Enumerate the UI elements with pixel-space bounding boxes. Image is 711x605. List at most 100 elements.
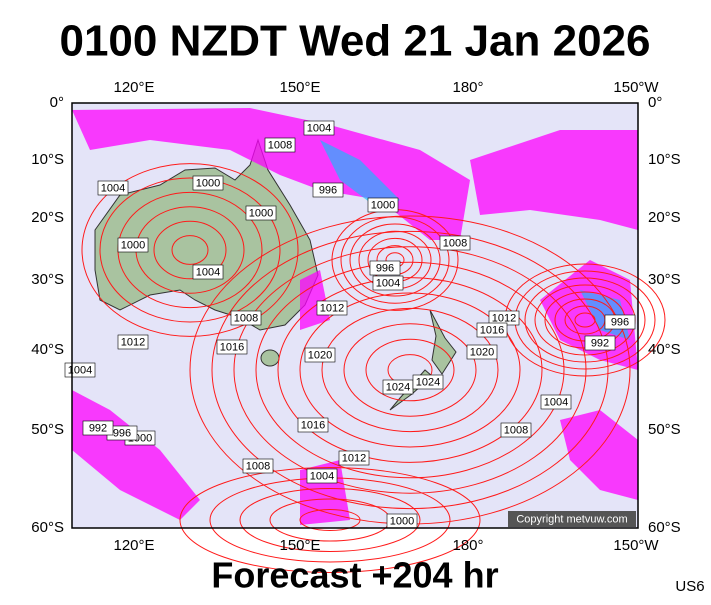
isobar-label-box (230, 310, 262, 326)
isobar-label: 1008 (268, 139, 292, 151)
isobar-label-box (367, 197, 399, 213)
copyright-box (508, 511, 636, 527)
lon-label-top: 180° (452, 79, 483, 96)
lat-label-right: 50°S (648, 421, 681, 438)
lat-label-right: 30°S (648, 271, 681, 288)
isobar (343, 323, 477, 417)
isobar-label: 1020 (308, 349, 332, 361)
lat-label-left: 0° (50, 94, 64, 111)
isobar-label: 996 (611, 316, 629, 328)
isobar-label: 1016 (480, 324, 504, 336)
copyright: Copyright metvuw.com (516, 513, 627, 525)
isobar (239, 488, 421, 552)
isobar-label: 1016 (220, 341, 244, 353)
isobar-label-box (540, 394, 572, 410)
isobar-label-box (338, 450, 370, 466)
isobar-label: 1016 (301, 419, 325, 431)
tasmania (260, 349, 280, 367)
isobar-label: 1004 (307, 122, 331, 134)
isobar (99, 177, 281, 323)
isobar-labels: 1004 1008 996 1000 1004 1000 1000 1000 1004 1008 1… (64, 120, 636, 529)
isobar-label-box (412, 374, 444, 390)
isobar (233, 246, 587, 494)
isobar (299, 292, 521, 448)
isobar (574, 312, 596, 328)
isobar-label-box (316, 300, 348, 316)
isobar-label: 996 (376, 262, 394, 274)
isobar-label-box (97, 180, 129, 196)
lon-label-bottom: 150°W (613, 537, 659, 554)
isobar (299, 509, 361, 531)
map-code: US6 (675, 578, 704, 595)
lat-label-right: 20°S (648, 209, 681, 226)
isobar-label: 1020 (470, 346, 494, 358)
isobar (365, 338, 455, 402)
lon-label-top: 120°E (113, 79, 154, 96)
isobar-label-box (297, 417, 329, 433)
isobar-label-box (245, 205, 277, 221)
isobar-label: 1004 (310, 470, 334, 482)
lat-label-left: 40°S (31, 341, 64, 358)
lat-label-right: 60°S (648, 519, 681, 536)
isobar-label-box (439, 235, 471, 251)
isobar (179, 467, 481, 573)
rain-area (470, 130, 638, 230)
lon-label-top: 150°W (613, 79, 659, 96)
isobar-label: 1000 (249, 207, 273, 219)
isobar-label: 1008 (234, 312, 258, 324)
isobar-label: 992 (89, 422, 107, 434)
isobar-label: 1008 (443, 237, 467, 249)
isobar (524, 277, 646, 363)
isobar-label-box (466, 344, 498, 360)
lat-label-left: 20°S (31, 209, 64, 226)
isobar-label: 1004 (544, 396, 568, 408)
isobar-label-box (476, 322, 508, 338)
isobar-label-box (216, 339, 248, 355)
map: 1004 1008 996 1000 1004 1000 1000 1000 1004 1008 1… (64, 102, 666, 573)
lat-label-left: 50°S (31, 421, 64, 438)
isobar-label-box (306, 468, 338, 484)
isobar (349, 223, 441, 297)
isobar-label: 1024 (416, 376, 440, 388)
isobar-label-box (303, 120, 335, 136)
isobar-label: 996 (319, 184, 337, 196)
lon-label-bottom: 180° (452, 537, 483, 554)
lon-label-bottom: 120°E (113, 537, 154, 554)
isobar (340, 216, 450, 304)
isobar-label-box (264, 137, 296, 153)
lat-label-right: 40°S (648, 341, 681, 358)
lon-label-top: 150°E (279, 79, 320, 96)
isobar-label: 1012 (492, 312, 516, 324)
isobar (171, 235, 209, 265)
isobar-label-box (117, 334, 149, 350)
heavy-rain-area (320, 140, 400, 210)
isobar-label: 1024 (386, 381, 410, 393)
isobar-label-box (117, 237, 149, 253)
isobar-label: 1012 (342, 452, 366, 464)
isobar-label: 1000 (371, 199, 395, 211)
isobar-label: 1000 (390, 515, 414, 527)
isobar-label-box (192, 175, 224, 191)
lat-label-left: 30°S (31, 271, 64, 288)
isobar-label: 1008 (246, 460, 270, 472)
isobar-label: 1004 (101, 182, 125, 194)
subtitle: Forecast +204 hr (211, 555, 498, 596)
isobar-label: 992 (591, 337, 609, 349)
nz-north-island (429, 309, 457, 375)
isobar-label: 996 (113, 427, 131, 439)
isobar-label-box (242, 458, 274, 474)
rain-area (72, 108, 470, 240)
isobar (81, 163, 299, 337)
lat-label-right: 10°S (648, 151, 681, 168)
isobar-label-box (584, 335, 616, 351)
isobar-label: 1008 (504, 424, 528, 436)
isobar-label: 1000 (196, 177, 220, 189)
isobar-label-box (312, 182, 344, 198)
isobar-label: 1012 (121, 336, 145, 348)
lon-label-bottom: 150°E (279, 537, 320, 554)
lat-label-left: 10°S (31, 151, 64, 168)
isobar-label: 1004 (196, 266, 220, 278)
isobar-label: 1004 (376, 277, 400, 289)
title: 0100 NZDT Wed 21 Jan 2026 (59, 17, 650, 66)
